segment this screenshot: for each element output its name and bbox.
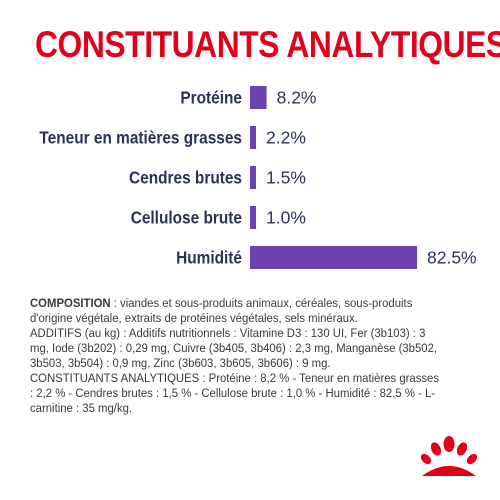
value-label: 1.5%	[266, 168, 306, 188]
category-label: Humidité	[176, 248, 242, 268]
value-label: 2.2%	[266, 128, 306, 148]
composition-block: COMPOSITION : viandes et sous-produits a…	[30, 296, 439, 416]
additives-paragraph: ADDITIFS (au kg) : Additifs nutritionnel…	[30, 326, 438, 370]
composition-label: COMPOSITION	[30, 296, 111, 310]
bar	[250, 86, 267, 109]
category-label: Protéine	[180, 88, 242, 108]
composition-text: : viandes et sous-produits animaux, céré…	[30, 296, 413, 325]
royal-canin-crown-icon	[420, 436, 478, 476]
bar	[250, 126, 256, 149]
page-title: CONSTITUANTS ANALYTIQUES	[35, 24, 500, 65]
category-label: Teneur en matières grasses	[39, 128, 242, 148]
value-label: 82.5%	[427, 248, 477, 268]
bar	[250, 246, 417, 269]
bar	[250, 206, 256, 229]
bar	[250, 166, 256, 189]
composition-paragraph: COMPOSITION : viandes et sous-produits a…	[30, 296, 439, 326]
constituents-paragraph: CONSTITUANTS ANALYTIQUES : Protéine : 8,…	[30, 371, 440, 415]
category-label: Cellulose brute	[131, 208, 243, 228]
category-label: Cendres brutes	[129, 168, 242, 188]
value-label: 8.2%	[277, 88, 317, 108]
analytical-constituents-chart: Protéine 8.2% Teneur en matières grasses 2.…	[39, 86, 477, 269]
value-label: 1.0%	[266, 208, 306, 228]
